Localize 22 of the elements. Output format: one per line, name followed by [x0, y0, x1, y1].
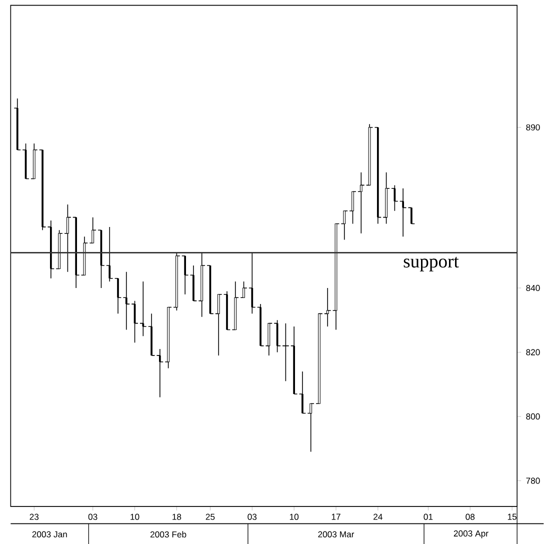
y-tick-label: 840	[526, 284, 540, 291]
text: 2003 Jan	[32, 531, 67, 538]
x-tick-label: 25	[206, 514, 215, 520]
x-tick-label: 15	[508, 514, 517, 520]
x-tick-label: 03	[248, 514, 257, 520]
x-tick-label: 10	[290, 514, 299, 520]
x-tick-label: 23	[30, 514, 39, 520]
ref-line-label: support	[404, 256, 459, 272]
text: 2003 Mar	[318, 531, 354, 538]
y-tick-label: 800	[526, 413, 540, 420]
y-tick-label: 820	[526, 349, 540, 356]
y-tick-label: 890	[526, 124, 540, 130]
y-tick-label: 780	[526, 478, 540, 484]
x-tick-label: 01	[424, 514, 433, 520]
x-tick-label: 17	[332, 514, 340, 520]
text: 2003 Feb	[150, 531, 186, 538]
x-tick-label: 24	[374, 514, 382, 520]
x-tick-label: 18	[172, 514, 182, 520]
x-tick-label: 03	[88, 514, 98, 520]
x-tick-label: 08	[466, 514, 475, 520]
x-tick-label: 10	[130, 514, 140, 520]
text: 2003 Apr	[454, 530, 488, 538]
